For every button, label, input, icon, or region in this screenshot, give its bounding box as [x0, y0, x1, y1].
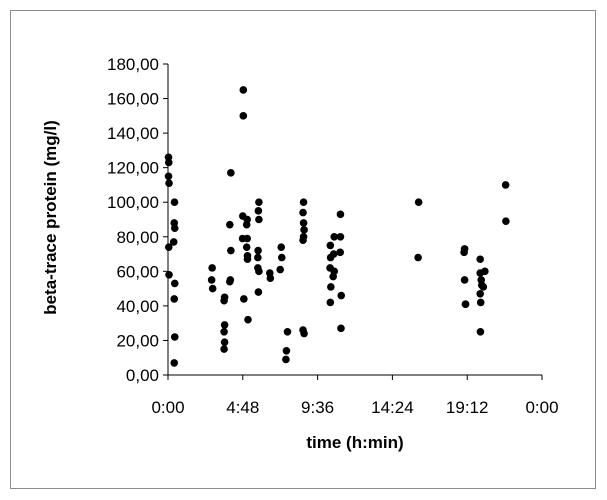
data-point	[326, 241, 335, 250]
data-point	[170, 333, 179, 341]
x-tick-label: 9:36	[301, 398, 334, 417]
data-point	[164, 243, 173, 251]
data-point	[336, 232, 345, 241]
data-point	[330, 232, 339, 241]
data-point	[277, 243, 286, 251]
data-point	[170, 279, 179, 288]
data-point	[336, 248, 344, 257]
x-axis-title: time (h:min)	[306, 433, 403, 452]
chart-frame: 0,00 20,00 40,00 60,00 80,00 100,00 120,00 140,…	[10, 10, 596, 489]
data-point	[476, 289, 484, 298]
data-point	[255, 198, 263, 207]
data-point	[164, 158, 173, 167]
data-point	[481, 267, 489, 276]
x-tick-label: 4:48	[226, 398, 259, 417]
data-points	[164, 86, 510, 367]
data-point	[207, 276, 216, 284]
data-point	[242, 220, 251, 229]
data-point	[220, 338, 229, 346]
x-tick-label: 0:00	[525, 398, 558, 417]
data-point	[170, 359, 179, 367]
data-point	[226, 220, 234, 229]
data-point	[220, 296, 228, 305]
data-point	[337, 291, 346, 300]
data-point	[461, 300, 470, 308]
data-point	[276, 265, 285, 274]
data-point	[165, 179, 173, 188]
data-point	[283, 328, 292, 336]
data-point	[170, 295, 179, 303]
data-point	[244, 315, 252, 324]
data-point	[254, 207, 263, 215]
data-point	[239, 86, 248, 94]
data-point	[476, 255, 484, 264]
x-tick-label: 14:24	[371, 398, 414, 417]
data-point	[336, 210, 345, 219]
data-point	[226, 277, 234, 286]
data-point	[329, 250, 338, 258]
data-point	[299, 208, 307, 217]
y-tick-label: 80,00	[116, 228, 159, 247]
data-point	[254, 253, 262, 262]
data-point	[460, 276, 469, 284]
data-point	[239, 112, 248, 120]
y-tick-label: 0,00	[126, 366, 159, 385]
data-point	[476, 298, 485, 307]
data-point	[227, 246, 235, 255]
data-point	[414, 198, 423, 207]
data-point	[170, 224, 179, 232]
data-point	[501, 181, 510, 189]
data-point	[337, 324, 345, 333]
y-tick-label: 40,00	[116, 297, 159, 316]
data-point	[254, 288, 263, 296]
data-point	[240, 295, 248, 303]
data-point	[414, 253, 422, 262]
data-point	[282, 355, 290, 364]
data-point	[243, 255, 252, 264]
data-point	[460, 248, 468, 257]
y-tick-label: 140,00	[107, 124, 159, 143]
data-point	[220, 321, 229, 329]
data-point	[300, 226, 308, 234]
y-axis: 0,00 20,00 40,00 60,00 80,00 100,00 120,00 140,…	[107, 55, 169, 385]
data-point	[326, 298, 335, 307]
y-tick-label: 120,00	[107, 159, 159, 178]
data-point	[299, 236, 307, 245]
data-point	[227, 169, 235, 177]
data-point	[327, 283, 335, 291]
y-tick-label: 100,00	[107, 193, 159, 212]
data-point	[220, 345, 228, 353]
x-tick-label: 19:12	[446, 398, 489, 417]
data-point	[164, 172, 173, 181]
y-tick-label: 60,00	[116, 262, 159, 281]
data-point	[243, 234, 252, 243]
data-point	[282, 347, 291, 355]
y-tick-label: 160,00	[107, 90, 159, 109]
data-point	[299, 198, 308, 207]
data-point	[255, 215, 263, 224]
data-point	[502, 217, 510, 226]
data-point	[170, 198, 179, 207]
data-point	[220, 328, 228, 336]
y-tick-label: 180,00	[107, 55, 159, 74]
data-point	[254, 246, 262, 255]
data-point	[300, 329, 308, 338]
data-point	[329, 272, 337, 281]
data-point	[299, 219, 308, 227]
data-point	[208, 264, 216, 272]
data-point	[242, 243, 251, 251]
y-tick-label: 20,00	[116, 331, 159, 350]
data-point	[277, 253, 286, 262]
data-point	[208, 284, 217, 293]
data-point	[476, 328, 485, 336]
data-point	[255, 267, 263, 276]
data-point	[165, 270, 173, 279]
x-tick-label: 0:00	[151, 398, 184, 417]
x-axis: 0:00 4:48 9:36 14:24 19:12 0:00	[151, 374, 559, 417]
data-point	[266, 274, 275, 283]
data-point	[479, 283, 488, 291]
y-axis-title: beta-trace protein (mg/l)	[41, 120, 60, 315]
data-point	[169, 238, 178, 246]
scatter-chart: 0,00 20,00 40,00 60,00 80,00 100,00 120,00 140,…	[41, 55, 559, 452]
